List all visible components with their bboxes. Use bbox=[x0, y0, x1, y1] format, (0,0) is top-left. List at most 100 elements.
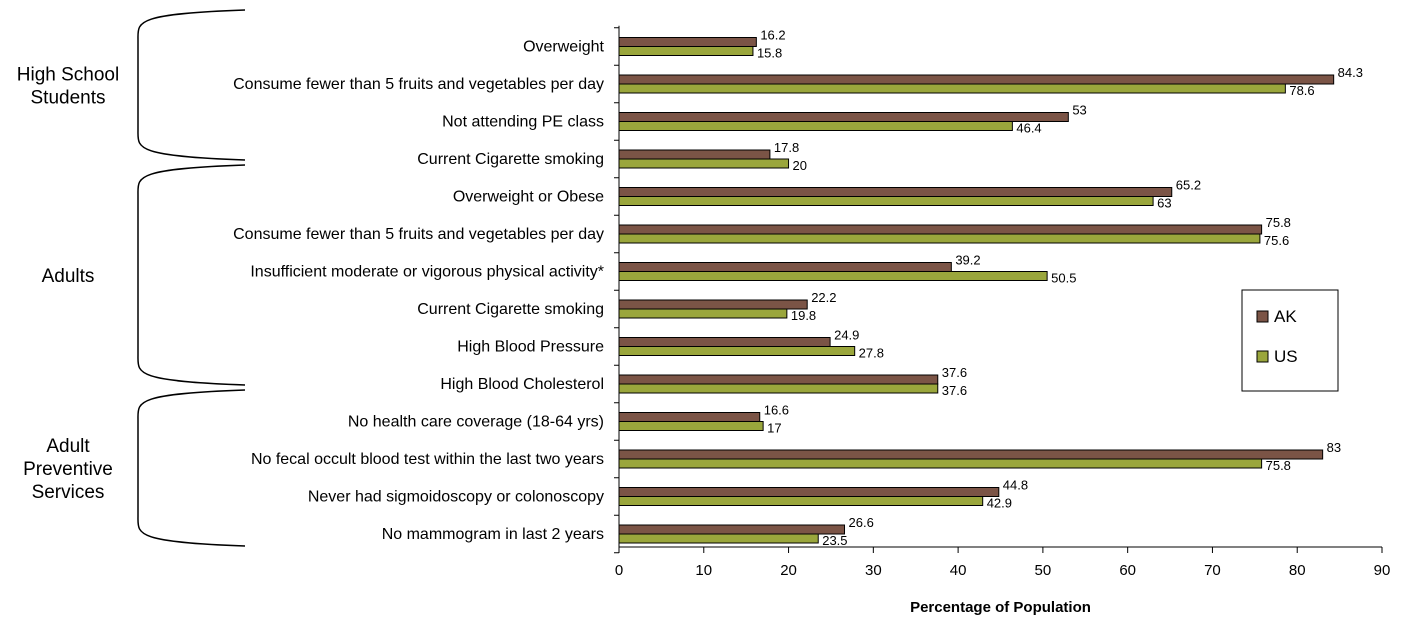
data-label-us: 75.8 bbox=[1266, 458, 1291, 473]
group-brackets bbox=[137, 9, 246, 547]
bar-ak bbox=[618, 149, 771, 160]
group-bracket bbox=[137, 164, 246, 386]
category-label: Not attending PE class bbox=[442, 114, 604, 131]
data-label-ak: 16.2 bbox=[760, 28, 785, 43]
group-label: Adults bbox=[42, 266, 95, 287]
data-label-us: 37.6 bbox=[942, 383, 967, 398]
data-label-ak: 44.8 bbox=[1003, 478, 1028, 493]
x-tick-label: 30 bbox=[865, 562, 882, 579]
data-label-us: 15.8 bbox=[757, 46, 782, 61]
data-label-us: 23.5 bbox=[822, 533, 847, 548]
category-labels: Overweight Consume fewer than 5 fruits an… bbox=[233, 39, 604, 544]
bar-ak bbox=[618, 299, 808, 310]
bar-us bbox=[618, 233, 1261, 244]
category-label: Overweight or Obese bbox=[453, 189, 604, 206]
category-label: Consume fewer than 5 fruits and vegetabl… bbox=[233, 226, 604, 243]
category-label: High Blood Pressure bbox=[457, 339, 604, 356]
bar-us bbox=[618, 158, 790, 169]
bar-us bbox=[618, 421, 764, 431]
bar-ak bbox=[618, 374, 939, 385]
data-label-us: 50.5 bbox=[1051, 271, 1076, 286]
bar-us bbox=[618, 496, 984, 506]
data-label-ak: 83 bbox=[1327, 440, 1341, 455]
bar-ak bbox=[618, 224, 1263, 235]
bar-us bbox=[618, 383, 939, 394]
legend-swatch-us bbox=[1256, 350, 1269, 363]
bar-us bbox=[618, 271, 1048, 281]
category-label: Current Cigarette smoking bbox=[417, 151, 604, 168]
group-label: Students bbox=[31, 88, 106, 109]
bar-ak bbox=[618, 187, 1173, 197]
legend-swatch-ak bbox=[1256, 310, 1269, 323]
data-label-ak: 24.9 bbox=[834, 328, 859, 343]
x-tick-label: 10 bbox=[695, 562, 712, 579]
bar-ak bbox=[618, 337, 831, 347]
legend: AK US bbox=[1241, 289, 1339, 392]
data-label-ak: 26.6 bbox=[849, 515, 874, 530]
category-label: No health care coverage (18-64 yrs) bbox=[348, 414, 604, 431]
category-label: No fecal occult blood test within the la… bbox=[251, 451, 604, 468]
data-label-us: 19.8 bbox=[791, 308, 816, 323]
data-label-us: 17 bbox=[767, 421, 781, 436]
data-label-ak: 22.2 bbox=[811, 290, 836, 305]
x-axis: 0 10 20 30 40 50 60 70 80 90 bbox=[614, 25, 1391, 579]
data-label-us: 20 bbox=[793, 158, 807, 173]
data-label-ak: 75.8 bbox=[1266, 215, 1291, 230]
bar-ak bbox=[618, 412, 761, 422]
bar-us bbox=[618, 458, 1263, 469]
legend-label-us: US bbox=[1274, 347, 1298, 366]
bar-ak bbox=[618, 37, 757, 47]
bar-ak bbox=[618, 524, 846, 535]
data-label-ak: 37.6 bbox=[942, 365, 967, 380]
data-label-ak: 65.2 bbox=[1176, 178, 1201, 193]
group-bracket bbox=[137, 9, 246, 161]
bar-us bbox=[618, 46, 754, 56]
x-tick-label: 40 bbox=[950, 562, 967, 579]
bar-us bbox=[618, 346, 856, 356]
x-tick-label: 20 bbox=[780, 562, 797, 579]
x-axis-title: Percentage of Population bbox=[910, 599, 1091, 616]
x-tick-label: 50 bbox=[1035, 562, 1052, 579]
x-tick-label: 70 bbox=[1204, 562, 1221, 579]
group-label: Adult bbox=[46, 436, 90, 457]
category-label: High Blood Cholesterol bbox=[440, 376, 604, 393]
category-label: Current Cigarette smoking bbox=[417, 301, 604, 318]
bar-ak bbox=[618, 74, 1335, 85]
data-label-us: 78.6 bbox=[1289, 83, 1314, 98]
data-label-ak: 39.2 bbox=[955, 253, 980, 268]
bar-us bbox=[618, 121, 1013, 131]
data-label-ak: 17.8 bbox=[774, 140, 799, 155]
data-label-us: 27.8 bbox=[859, 346, 884, 361]
x-tick-label: 90 bbox=[1374, 562, 1391, 579]
group-label: Preventive bbox=[23, 459, 113, 480]
data-label-ak: 16.6 bbox=[764, 403, 789, 418]
group-label: High School bbox=[17, 65, 119, 86]
group-bracket bbox=[137, 389, 246, 547]
category-label: Consume fewer than 5 fruits and vegetabl… bbox=[233, 76, 604, 93]
category-label: Insufficient moderate or vigorous physic… bbox=[250, 264, 604, 281]
data-label-ak: 84.3 bbox=[1338, 65, 1363, 80]
data-label-ak: 53 bbox=[1072, 103, 1086, 118]
bar-us bbox=[618, 308, 788, 319]
category-label: Overweight bbox=[523, 39, 604, 56]
group-label: Services bbox=[32, 482, 105, 503]
data-label-us: 46.4 bbox=[1016, 121, 1041, 136]
bars bbox=[618, 37, 1335, 544]
x-tick-label: 80 bbox=[1289, 562, 1306, 579]
bar-ak bbox=[618, 449, 1324, 460]
bar-ak bbox=[618, 262, 952, 272]
category-label: Never had sigmoidoscopy or colonoscopy bbox=[308, 489, 604, 506]
data-label-us: 75.6 bbox=[1264, 233, 1289, 248]
legend-box bbox=[1241, 289, 1339, 392]
bar-us bbox=[618, 83, 1286, 94]
data-label-us: 63 bbox=[1157, 196, 1171, 211]
bar-us bbox=[618, 196, 1154, 206]
bar-us bbox=[618, 533, 819, 544]
x-tick-label: 60 bbox=[1119, 562, 1136, 579]
bar-ak bbox=[618, 487, 1000, 497]
x-tick-label: 0 bbox=[615, 562, 623, 579]
category-label: No mammogram in last 2 years bbox=[382, 526, 604, 543]
value-labels: 16.2 84.3 53 17.8 65.2 75.8 39.2 22.2 24.9 37.6 16… bbox=[757, 28, 1363, 549]
